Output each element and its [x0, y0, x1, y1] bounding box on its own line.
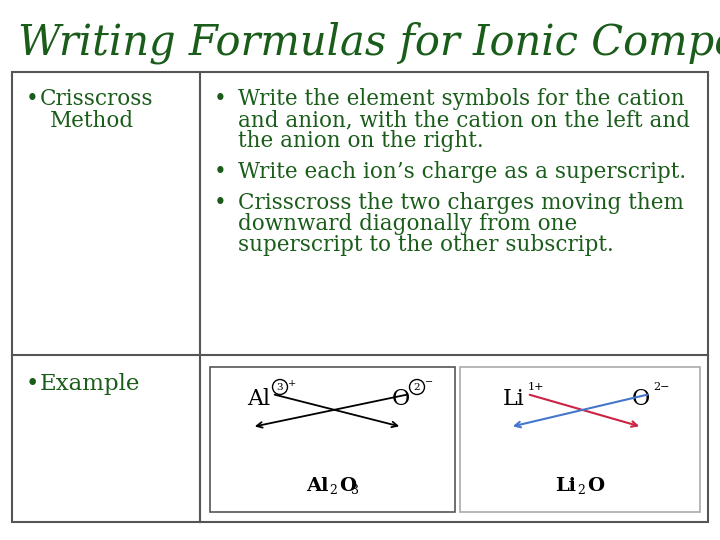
Text: •: •	[26, 373, 40, 395]
Text: O: O	[587, 477, 604, 495]
Text: Method: Method	[50, 110, 134, 132]
Text: Crisscross: Crisscross	[40, 88, 153, 110]
Bar	[210, 367, 455, 512]
Text: Al: Al	[247, 388, 270, 410]
Text: Example: Example	[40, 373, 140, 395]
Text: 3: 3	[276, 382, 283, 392]
Text: and anion, with the cation on the left and: and anion, with the cation on the left a…	[238, 109, 690, 131]
Text: the anion on the right.: the anion on the right.	[238, 130, 484, 152]
Text: O: O	[392, 388, 410, 410]
Text: 3: 3	[351, 484, 359, 497]
Bar	[460, 367, 700, 512]
Text: downward diagonally from one: downward diagonally from one	[238, 213, 577, 235]
Bar	[12, 72, 708, 522]
Text: 2: 2	[330, 484, 338, 497]
Text: O: O	[631, 388, 650, 410]
Text: superscript to the other subscript.: superscript to the other subscript.	[238, 234, 613, 256]
Text: 2−: 2−	[653, 382, 670, 392]
Text: Al: Al	[306, 477, 328, 495]
Text: 2: 2	[577, 484, 585, 497]
Text: Li: Li	[555, 477, 576, 495]
Text: Li: Li	[503, 388, 525, 410]
Text: •: •	[214, 192, 227, 214]
Text: 2: 2	[414, 382, 420, 392]
Text: +: +	[288, 379, 296, 388]
Text: Writing Formulas for Ionic Compounds: Writing Formulas for Ionic Compounds	[18, 22, 720, 64]
Text: Write each ion’s charge as a superscript.: Write each ion’s charge as a superscript…	[238, 161, 686, 183]
Text: Crisscross the two charges moving them: Crisscross the two charges moving them	[238, 192, 684, 214]
Text: 1+: 1+	[528, 382, 544, 392]
Text: •: •	[26, 88, 39, 110]
Text: −: −	[425, 379, 433, 388]
Text: O: O	[340, 477, 356, 495]
Text: Write the element symbols for the cation: Write the element symbols for the cation	[238, 88, 685, 110]
Text: •: •	[214, 161, 227, 183]
Text: •: •	[214, 88, 227, 110]
